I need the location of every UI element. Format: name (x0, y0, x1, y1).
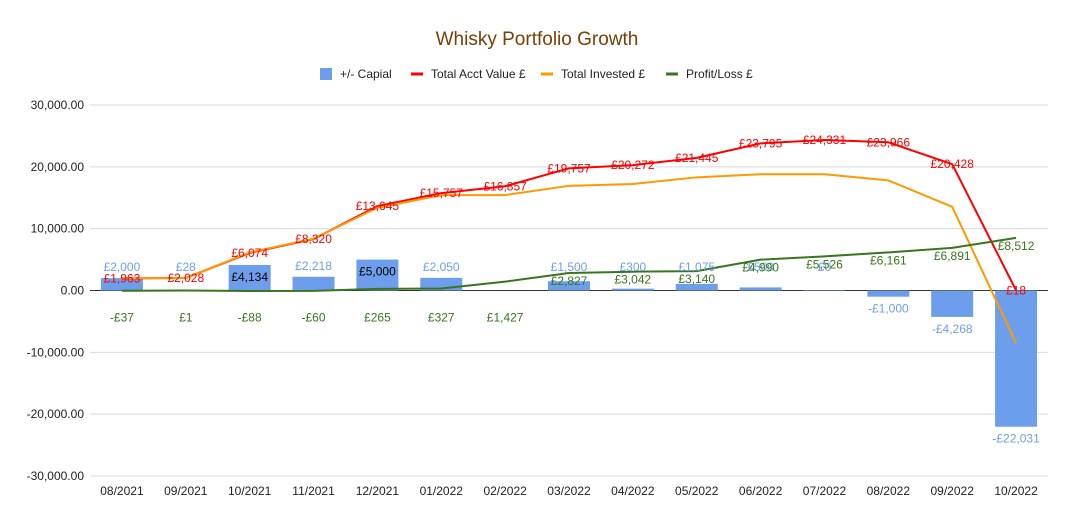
x-tick-label: 02/2022 (483, 484, 527, 498)
acct-value-label: £18 (1006, 283, 1026, 297)
bar-data-label: £2,218 (295, 259, 332, 273)
y-tick-label: 0.00 (61, 284, 85, 298)
acct-value-label: £23,795 (739, 136, 783, 150)
x-tick-label: 09/2021 (164, 484, 208, 498)
bar-data-label: £0 (818, 260, 832, 274)
legend-label: Total Acct Value £ (431, 67, 526, 81)
bar-data-label: -£22,031 (992, 432, 1040, 446)
bar-data-label: £5,000 (359, 265, 396, 279)
series-lines (121, 139, 1017, 344)
legend-label: +/- Capial (340, 67, 392, 81)
x-tick-label: 10/2021 (228, 484, 272, 498)
profit-loss-label: £1,427 (487, 311, 524, 325)
chart-title: Whisky Portfolio Growth (436, 29, 639, 50)
legend-label: Profit/Loss £ (686, 67, 753, 81)
acct-value-label: £1,963 (104, 271, 141, 285)
acct-value-label: £13,645 (356, 199, 400, 213)
bar (931, 290, 974, 317)
x-tick-label: 03/2022 (547, 484, 591, 498)
x-tick-label: 10/2022 (994, 484, 1038, 498)
acct-value-label: £21,445 (675, 151, 719, 165)
bar (803, 290, 846, 291)
bar-data-label: £500 (747, 260, 774, 274)
profit-loss-label: £3,140 (678, 272, 715, 286)
bar (867, 290, 910, 297)
bar (228, 264, 271, 291)
profit-loss-label: £3,042 (615, 273, 652, 287)
x-tick-label: 11/2021 (292, 484, 335, 498)
series-line (121, 173, 1017, 344)
bar-data-label: £2,050 (423, 260, 460, 274)
profit-loss-label: £6,161 (870, 253, 907, 267)
bar (356, 259, 399, 291)
y-tick-label: 20,000.00 (31, 160, 85, 174)
acct-value-label: £20,272 (611, 158, 655, 172)
bar-data-label: £1,075 (678, 260, 715, 274)
bar-data-label: -£4,268 (932, 322, 973, 336)
x-tick-label: 04/2022 (611, 484, 655, 498)
profit-loss-label: £327 (428, 311, 455, 325)
y-axis: 30,000.00 20,000.00 10,000.00 0.00 -10,000.0… (27, 98, 85, 483)
x-tick-label: 07/2022 (803, 484, 847, 498)
bar (611, 288, 654, 291)
series-line (121, 236, 1017, 293)
bar-data-label: £1,500 (551, 260, 588, 274)
legend-swatch (320, 68, 332, 80)
acct-value-label: £15,757 (420, 186, 464, 200)
x-tick-label: 06/2022 (739, 484, 783, 498)
profit-loss-label: £4,990 (742, 261, 779, 275)
bar-data-label: £28 (176, 260, 196, 274)
profit-loss-label: £1 (179, 311, 193, 325)
acct-value-label: £16,857 (483, 179, 527, 193)
x-tick-label: 08/2022 (867, 484, 911, 498)
bar-data-label: -£1,000 (868, 302, 909, 316)
data-labels: £2,000 £28£4,134£2,218 £5,000 £2,050 £1,500 £… (104, 133, 1040, 446)
profit-loss-label: £6,891 (934, 249, 971, 263)
bar (292, 276, 335, 291)
x-tick-label: 09/2022 (931, 484, 975, 498)
bar (100, 278, 143, 291)
bar (548, 281, 590, 291)
acct-value-label: £24,331 (803, 133, 847, 147)
x-tick-label: 01/2022 (420, 484, 464, 498)
profit-loss-label: £8,512 (998, 239, 1035, 253)
profit-loss-label: -£60 (302, 311, 326, 325)
profit-loss-label: £265 (364, 311, 391, 325)
y-tick-label: 10,000.00 (31, 222, 85, 236)
x-axis: 08/2021 09/2021 10/2021 11/2021 12/2021 01/20… (100, 484, 1038, 498)
x-tick-label: 08/2021 (100, 484, 144, 498)
y-tick-label: -10,000.00 (27, 345, 85, 359)
acct-value-label: £8,320 (295, 232, 332, 246)
bar-data-label: £300 (620, 260, 647, 274)
legend: +/- Capial Total Acct Value £ Total Invest… (320, 67, 753, 81)
y-tick-label: 30,000.00 (31, 98, 85, 112)
acct-value-label: £20,428 (931, 157, 975, 171)
bar (739, 287, 782, 291)
acct-value-label: £6,074 (231, 246, 268, 260)
y-tick-label: -30,000.00 (27, 469, 85, 483)
acct-value-label: £2,028 (167, 271, 204, 285)
profit-loss-label: -£88 (238, 311, 262, 325)
acct-value-label: £19,757 (547, 161, 591, 175)
bar-data-label: £4,134 (231, 270, 268, 284)
profit-loss-label: -£37 (110, 311, 134, 325)
acct-value-label: £23,966 (867, 135, 911, 149)
bar-data-label: £2,000 (104, 260, 141, 274)
y-tick-label: -20,000.00 (27, 407, 85, 421)
profit-loss-label: £5,526 (806, 257, 843, 271)
x-tick-label: 05/2022 (675, 484, 719, 498)
x-tick-label: 12/2021 (356, 484, 400, 498)
legend-label: Total Invested £ (561, 67, 645, 81)
profit-loss-label: £2,827 (551, 274, 588, 288)
bar (675, 283, 718, 291)
